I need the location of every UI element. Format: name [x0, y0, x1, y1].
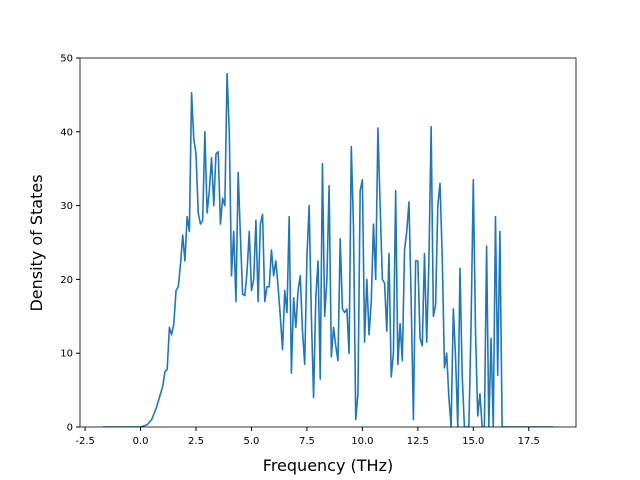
y-tick-label: 50 — [60, 54, 73, 65]
x-tick-label: 15.0 — [462, 436, 484, 447]
y-tick-label: 40 — [60, 127, 73, 138]
plot-frame — [79, 57, 577, 428]
line — [102, 72, 554, 427]
x-tick-label: 12.5 — [407, 436, 429, 447]
x-tick-label: -2.5 — [75, 436, 95, 447]
y-tick-label: 0 — [67, 423, 73, 434]
x-tick-label: 2.5 — [188, 436, 204, 447]
x-tick-label: 7.5 — [299, 436, 315, 447]
x-tick-label: 0.0 — [133, 436, 149, 447]
x-tick-label: 17.5 — [518, 436, 540, 447]
x-axis-label: Frequency (THz) — [263, 456, 393, 475]
x-tick-label: 10.0 — [351, 436, 373, 447]
y-tick-label: 10 — [60, 349, 73, 360]
y-axis-label: Density of States — [27, 174, 46, 311]
x-tick-label: 5.0 — [244, 436, 260, 447]
y-tick-label: 20 — [60, 275, 73, 286]
y-tick-label: 30 — [60, 201, 73, 212]
